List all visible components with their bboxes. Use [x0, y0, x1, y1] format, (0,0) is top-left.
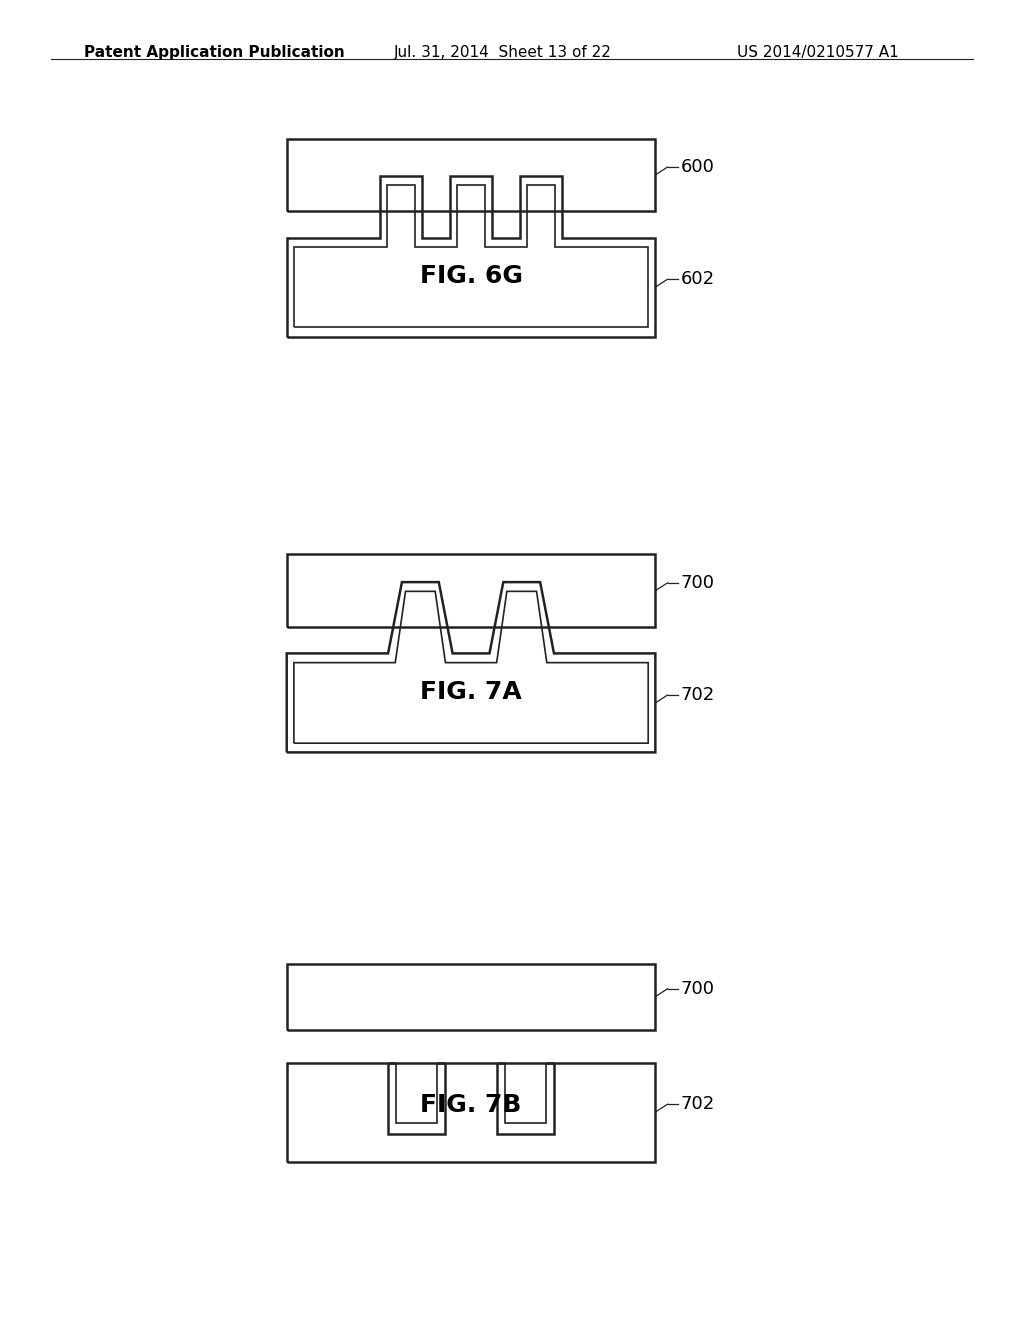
Text: FIG. 7B: FIG. 7B [421, 1093, 521, 1117]
Text: US 2014/0210577 A1: US 2014/0210577 A1 [737, 45, 899, 59]
Text: Patent Application Publication: Patent Application Publication [84, 45, 345, 59]
Text: Jul. 31, 2014  Sheet 13 of 22: Jul. 31, 2014 Sheet 13 of 22 [394, 45, 612, 59]
Text: 600: 600 [681, 158, 715, 176]
Text: FIG. 6G: FIG. 6G [420, 264, 522, 288]
Text: 702: 702 [681, 1096, 715, 1113]
Text: 700: 700 [681, 574, 715, 591]
Text: 700: 700 [681, 979, 715, 998]
Text: 602: 602 [681, 271, 715, 288]
Text: FIG. 7A: FIG. 7A [420, 680, 522, 704]
Text: 702: 702 [681, 686, 715, 704]
